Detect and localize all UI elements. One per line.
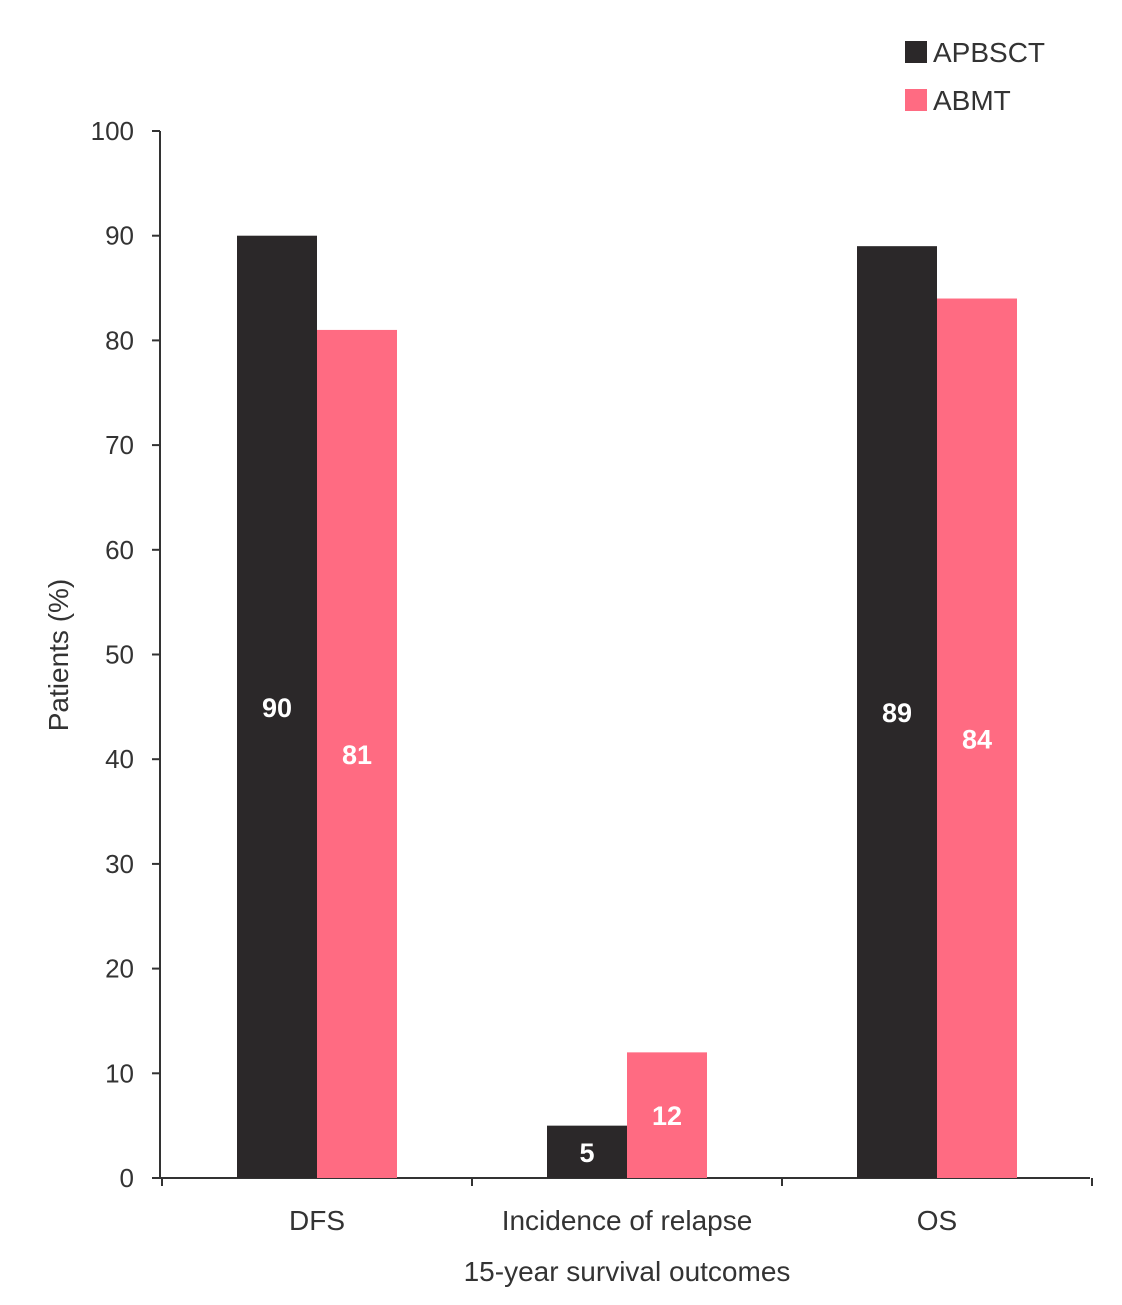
y-tick-label: 30 bbox=[105, 849, 134, 879]
legend: APBSCT ABMT bbox=[905, 37, 1045, 116]
bars-group bbox=[237, 235, 1017, 1179]
data-label: 90 bbox=[262, 693, 292, 723]
y-tick-label: 80 bbox=[105, 325, 134, 355]
data-label: 84 bbox=[962, 724, 992, 754]
data-labels-group: 90 81 5 12 89 84 bbox=[262, 693, 992, 1168]
x-category-label: DFS bbox=[289, 1205, 345, 1236]
y-tick-label: 0 bbox=[120, 1163, 134, 1193]
y-tick-label: 90 bbox=[105, 221, 134, 251]
y-axis: 0 10 20 30 40 50 60 70 80 90 100 bbox=[91, 116, 161, 1193]
data-label: 81 bbox=[342, 740, 372, 770]
y-tick-label: 40 bbox=[105, 744, 134, 774]
bar-abmt-2 bbox=[627, 1052, 707, 1178]
y-tick-label: 10 bbox=[105, 1058, 134, 1088]
x-category-label: OS bbox=[917, 1205, 957, 1236]
legend-swatch-abmt bbox=[905, 89, 927, 111]
y-tick-label: 50 bbox=[105, 640, 134, 670]
bar-abmt-1 bbox=[317, 329, 397, 1178]
legend-label-apbsct: APBSCT bbox=[933, 37, 1045, 68]
bar-abmt-3 bbox=[937, 298, 1017, 1178]
y-tick-label: 60 bbox=[105, 535, 134, 565]
bar-apbsct-1 bbox=[237, 235, 317, 1178]
legend-label-abmt: ABMT bbox=[933, 85, 1011, 116]
y-tick-label: 20 bbox=[105, 954, 134, 984]
legend-swatch-apbsct bbox=[905, 41, 927, 63]
x-category-label: Incidence of relapse bbox=[502, 1205, 753, 1236]
data-label: 89 bbox=[882, 698, 912, 728]
data-label: 5 bbox=[579, 1138, 594, 1168]
x-axis-title: 15-year survival outcomes bbox=[464, 1256, 791, 1287]
y-tick-label: 100 bbox=[91, 116, 134, 146]
y-axis-title: Patients (%) bbox=[43, 579, 74, 732]
bar-apbsct-3 bbox=[857, 246, 937, 1179]
bar-apbsct-2 bbox=[547, 1125, 627, 1178]
x-axis: DFS Incidence of relapse OS bbox=[152, 1177, 1093, 1236]
y-tick-label: 70 bbox=[105, 430, 134, 460]
data-label: 12 bbox=[652, 1101, 682, 1131]
